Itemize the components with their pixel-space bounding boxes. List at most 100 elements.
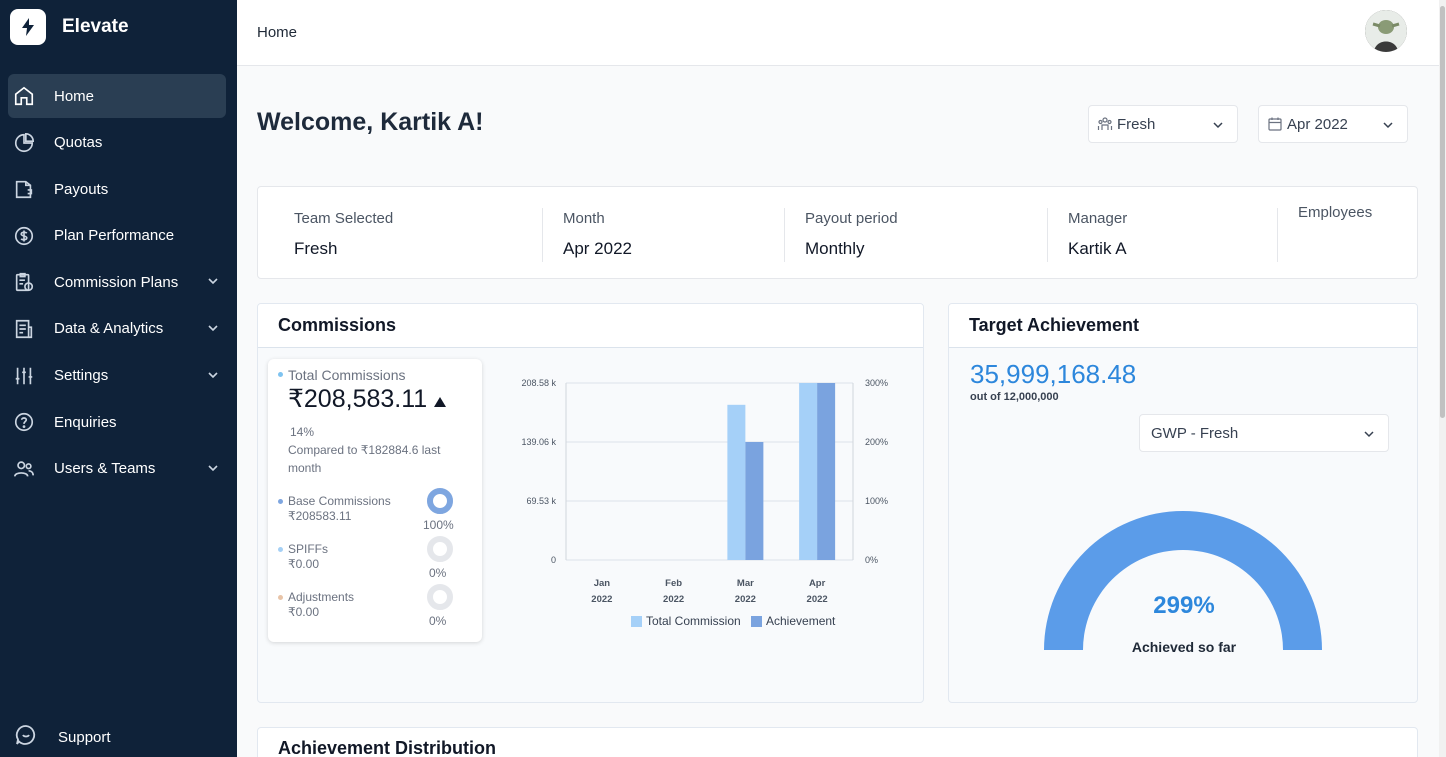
page-title: Welcome, Kartik A! bbox=[257, 108, 484, 136]
user-avatar[interactable] bbox=[1365, 10, 1407, 52]
sidebar-item-users-teams[interactable]: Users & Teams bbox=[8, 447, 226, 491]
scrollbar-thumb[interactable] bbox=[1440, 6, 1445, 418]
team-info-card: Team Selected Fresh Month Apr 2022 Payou… bbox=[257, 186, 1418, 279]
y-tick-label-right: 0% bbox=[865, 555, 878, 565]
x-tick-label: 2022 bbox=[735, 594, 756, 605]
x-tick-label: Apr bbox=[809, 578, 826, 589]
legend-dot bbox=[278, 547, 283, 552]
commissions-title: Commissions bbox=[258, 304, 923, 348]
sliders-icon bbox=[12, 364, 36, 388]
compare-text: Compared to ₹182884.6 last bbox=[288, 443, 441, 457]
sidebar-item-enquiries[interactable]: Enquiries bbox=[8, 400, 226, 444]
question-circle-icon bbox=[12, 410, 36, 434]
sidebar-item-label: Users & Teams bbox=[54, 460, 156, 478]
calendar-icon bbox=[1268, 117, 1282, 131]
sidebar-item-payouts[interactable]: Payouts bbox=[8, 167, 226, 211]
y-tick-label-right: 100% bbox=[865, 496, 888, 506]
scrollbar[interactable] bbox=[1439, 0, 1446, 757]
sidebar-item-label: Plan Performance bbox=[54, 227, 175, 245]
chevron-down-icon bbox=[208, 371, 218, 378]
support-link[interactable]: Support bbox=[14, 723, 111, 752]
lightning-icon bbox=[10, 9, 46, 45]
divider bbox=[784, 208, 785, 262]
chevron-down-icon bbox=[1383, 122, 1393, 129]
sidebar-item-plan-performance[interactable]: Plan Performance bbox=[8, 214, 226, 258]
breakdown-label: Adjustments bbox=[288, 590, 355, 604]
y-tick-label-right: 300% bbox=[865, 378, 888, 388]
total-commissions-value: ₹208,583.11 bbox=[288, 385, 428, 413]
target-out-of: out of 12,000,000 bbox=[970, 391, 1059, 403]
change-percent: 14% bbox=[290, 425, 315, 439]
y-tick-label-left: 208.58 k bbox=[521, 378, 556, 388]
legend-dot bbox=[278, 372, 283, 377]
team-selected-value: Fresh bbox=[294, 239, 338, 258]
month-select-value: Apr 2022 bbox=[1287, 115, 1348, 133]
y-tick-label-right: 200% bbox=[865, 437, 888, 447]
chevron-down-icon bbox=[1364, 431, 1374, 438]
sidebar-item-home[interactable]: Home bbox=[8, 74, 226, 118]
divider bbox=[542, 208, 543, 262]
sidebar-item-label: Home bbox=[54, 87, 95, 105]
breakdown-value: ₹0.00 bbox=[288, 557, 319, 571]
team-select[interactable]: Fresh bbox=[1088, 105, 1238, 143]
manager-value: Kartik A bbox=[1068, 239, 1127, 258]
month-label: Month bbox=[563, 210, 605, 227]
dollar-circle-icon bbox=[12, 224, 36, 248]
users-icon bbox=[12, 457, 36, 481]
commissions-summary-card: Total Commissions ₹208,583.11 14% Compar… bbox=[268, 359, 482, 642]
sidebar-item-commission-plans[interactable]: Commission Plans bbox=[8, 260, 226, 304]
compare-text-cont: month bbox=[288, 461, 322, 475]
chevron-down-icon bbox=[208, 465, 218, 471]
sidebar-item-quotas[interactable]: Quotas bbox=[8, 121, 226, 165]
team-icon bbox=[1097, 117, 1113, 130]
divider bbox=[1277, 208, 1278, 262]
legend-swatch bbox=[631, 616, 642, 627]
wallet-icon bbox=[12, 177, 36, 201]
employee-avatar[interactable]: AU bbox=[1334, 235, 1361, 262]
achievement-gauge bbox=[1044, 511, 1322, 650]
sidebar-item-label: Commission Plans bbox=[54, 273, 179, 291]
target-achievement-title: Target Achievement bbox=[949, 304, 1417, 348]
breakdown-percent: 0% bbox=[429, 566, 447, 580]
achievement-distribution-panel: Achievement Distribution bbox=[257, 727, 1418, 757]
target-value: 35,999,168.48 bbox=[970, 359, 1137, 389]
sidebar-nav: Home Quotas Payouts Plan Performance Com… bbox=[8, 74, 226, 493]
divider bbox=[1047, 208, 1048, 262]
chevron-down-icon bbox=[208, 278, 218, 285]
x-tick-label: 2022 bbox=[591, 594, 612, 605]
gauge-label: Achieved so far bbox=[1131, 639, 1237, 655]
top-bar: Home bbox=[237, 0, 1439, 66]
sidebar-item-data-analytics[interactable]: Data & Analytics bbox=[8, 307, 226, 351]
month-value: Apr 2022 bbox=[563, 239, 632, 258]
x-tick-label: 2022 bbox=[663, 594, 684, 605]
payout-period-label: Payout period bbox=[805, 210, 898, 227]
employees-label: Employees bbox=[1298, 204, 1373, 221]
sidebar-item-label: Enquiries bbox=[54, 413, 117, 431]
gauge-arc bbox=[1044, 511, 1322, 650]
breakdown-ring bbox=[427, 536, 453, 562]
breakdown-value: ₹0.00 bbox=[288, 605, 319, 619]
breadcrumb[interactable]: Home bbox=[257, 24, 298, 41]
payout-period-value: Monthly bbox=[805, 239, 865, 258]
sidebar-item-label: Data & Analytics bbox=[54, 320, 164, 338]
commissions-panel: Commissions Total Commissions ₹208,583.1… bbox=[257, 303, 924, 703]
brand[interactable]: Elevate bbox=[10, 9, 129, 45]
total-commissions-label: Total Commissions bbox=[288, 367, 406, 383]
manager-label: Manager bbox=[1068, 210, 1128, 227]
chevron-down-icon bbox=[208, 325, 218, 332]
chat-icon bbox=[14, 723, 38, 752]
pie-chart-icon bbox=[12, 131, 36, 155]
x-tick-label: Feb bbox=[665, 578, 682, 589]
sidebar-item-settings[interactable]: Settings bbox=[8, 354, 226, 398]
breakdown-ring bbox=[427, 488, 453, 514]
gwp-select[interactable]: GWP - Fresh bbox=[1139, 414, 1389, 452]
bar-total-commission bbox=[799, 383, 818, 560]
month-select[interactable]: Apr 2022 bbox=[1258, 105, 1408, 143]
team-selected-label: Team Selected bbox=[294, 210, 394, 227]
legend-dot bbox=[278, 499, 283, 504]
document-icon bbox=[12, 317, 36, 341]
bar-total-commission bbox=[727, 404, 746, 560]
x-tick-label: Mar bbox=[737, 578, 754, 589]
sidebar-item-label: Settings bbox=[54, 367, 109, 385]
target-achievement-panel: Target Achievement 35,999,168.48 out of … bbox=[948, 303, 1418, 703]
